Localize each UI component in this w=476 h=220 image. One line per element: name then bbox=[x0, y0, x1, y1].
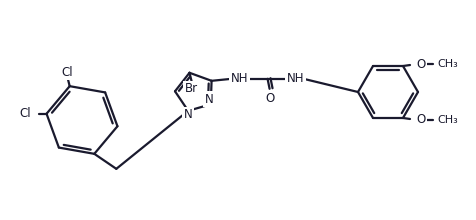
Text: O: O bbox=[265, 92, 274, 105]
Text: CH₃: CH₃ bbox=[437, 59, 458, 69]
Text: Cl: Cl bbox=[19, 107, 30, 120]
Text: NH: NH bbox=[287, 72, 304, 85]
Text: NH: NH bbox=[231, 72, 248, 85]
Text: O: O bbox=[416, 114, 425, 126]
Text: CH₃: CH₃ bbox=[437, 115, 458, 125]
Text: N: N bbox=[184, 108, 192, 121]
Text: Cl: Cl bbox=[62, 66, 73, 79]
Text: Br: Br bbox=[185, 82, 198, 95]
Text: O: O bbox=[416, 57, 425, 71]
Text: N: N bbox=[204, 93, 213, 106]
